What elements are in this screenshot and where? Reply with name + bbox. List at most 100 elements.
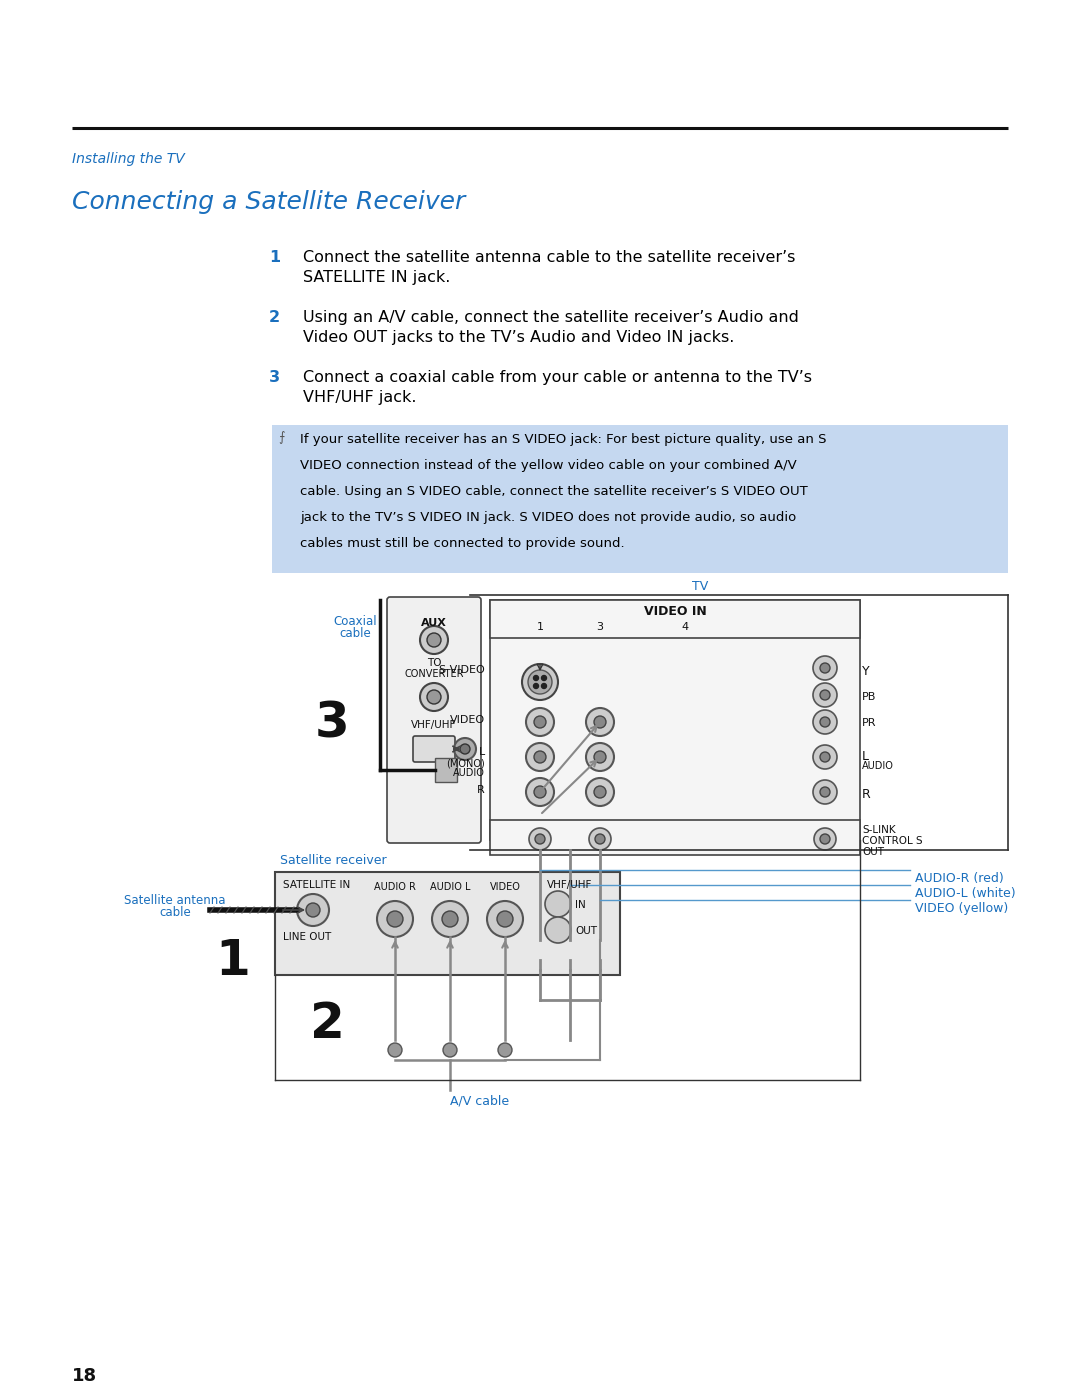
Bar [275,872,620,975]
Circle shape [443,1044,457,1058]
Circle shape [534,752,546,763]
Text: Video OUT jacks to the TV’s Audio and Video IN jacks.: Video OUT jacks to the TV’s Audio and Vi… [303,330,734,345]
Text: VHF/UHF jack.: VHF/UHF jack. [303,390,417,405]
Text: SATELLITE IN jack.: SATELLITE IN jack. [303,270,450,285]
Text: cable: cable [339,627,370,640]
Text: 4: 4 [681,622,689,631]
Circle shape [454,738,476,760]
Bar [490,599,860,840]
Text: Using an A/V cable, connect the satellite receiver’s Audio and: Using an A/V cable, connect the satellit… [303,310,799,326]
Text: Y: Y [862,665,869,678]
Text: cable. Using an S VIDEO cable, connect the satellite receiver’s S VIDEO OUT: cable. Using an S VIDEO cable, connect t… [300,485,808,497]
Text: VHF/UHF: VHF/UHF [411,719,457,731]
Circle shape [526,778,554,806]
Circle shape [420,626,448,654]
Text: VIDEO connection instead of the yellow video cable on your combined A/V: VIDEO connection instead of the yellow v… [300,460,797,472]
Circle shape [594,787,606,798]
Text: Coaxial: Coaxial [334,615,377,629]
Text: 3: 3 [269,370,280,386]
Circle shape [460,745,470,754]
Text: VIDEO (yellow): VIDEO (yellow) [915,902,1009,915]
Text: VIDEO: VIDEO [450,715,485,725]
Text: cable: cable [159,907,191,919]
Circle shape [545,891,571,916]
Circle shape [526,743,554,771]
Text: Installing the TV: Installing the TV [72,152,185,166]
Text: PB: PB [862,692,876,703]
Circle shape [534,717,546,728]
Circle shape [820,717,831,726]
Circle shape [586,708,615,736]
Text: If your satellite receiver has an S VIDEO jack: For best picture quality, use an: If your satellite receiver has an S VIDE… [300,433,826,446]
Text: CONTROL S: CONTROL S [862,835,922,847]
Circle shape [497,911,513,928]
Circle shape [595,834,605,844]
Text: (MONO): (MONO) [446,759,485,768]
Circle shape [820,752,831,761]
Text: Satellite antenna: Satellite antenna [124,894,226,907]
Text: L: L [862,750,869,763]
Circle shape [529,828,551,849]
Circle shape [820,664,831,673]
Text: 1: 1 [537,622,543,631]
Text: IN: IN [575,900,585,909]
Text: Connect a coaxial cable from your cable or antenna to the TV’s: Connect a coaxial cable from your cable … [303,370,812,386]
Text: 18: 18 [72,1368,97,1384]
Text: 2: 2 [269,310,280,326]
Bar [490,599,860,638]
Circle shape [534,676,539,680]
Circle shape [592,942,608,958]
Text: AUDIO-R (red): AUDIO-R (red) [915,872,1003,886]
Circle shape [442,911,458,928]
Circle shape [813,745,837,768]
Circle shape [306,902,320,916]
Text: Satellite receiver: Satellite receiver [280,854,387,868]
Text: AUDIO: AUDIO [862,761,894,771]
Bar [490,820,860,855]
Circle shape [498,1044,512,1058]
Text: TV: TV [692,580,708,592]
Circle shape [427,690,441,704]
Circle shape [594,752,606,763]
Circle shape [535,834,545,844]
Circle shape [297,894,329,926]
Circle shape [432,901,468,937]
Text: SATELLITE IN: SATELLITE IN [283,880,350,890]
Text: OUT: OUT [862,847,885,856]
Circle shape [813,710,837,733]
Text: AUDIO-L (white): AUDIO-L (white) [915,887,1015,900]
Circle shape [820,834,831,844]
Text: AUDIO R: AUDIO R [374,882,416,893]
Circle shape [814,828,836,849]
Circle shape [526,708,554,736]
Circle shape [813,780,837,805]
Circle shape [820,787,831,798]
Circle shape [586,778,615,806]
Text: R: R [862,788,870,800]
Text: Connecting a Satellite Receiver: Connecting a Satellite Receiver [72,190,465,214]
Text: TO: TO [427,658,442,668]
FancyBboxPatch shape [387,597,481,842]
Circle shape [388,1044,402,1058]
Circle shape [541,676,546,680]
Circle shape [387,911,403,928]
Text: VIDEO IN: VIDEO IN [644,605,706,617]
Circle shape [594,717,606,728]
Text: Connect the satellite antenna cable to the satellite receiver’s: Connect the satellite antenna cable to t… [303,250,795,265]
Text: ⨍: ⨍ [278,432,284,444]
Text: CONVERTER: CONVERTER [404,669,463,679]
Text: AUDIO: AUDIO [454,768,485,778]
Circle shape [589,828,611,849]
Text: S-LINK: S-LINK [862,826,895,835]
Circle shape [377,901,413,937]
Text: AUDIO L: AUDIO L [430,882,470,893]
Circle shape [562,942,578,958]
Text: 2: 2 [310,1000,345,1048]
Text: PR: PR [862,718,877,728]
Circle shape [487,901,523,937]
Circle shape [586,743,615,771]
Text: R: R [477,785,485,795]
Text: VIDEO: VIDEO [489,882,521,893]
Circle shape [528,671,552,694]
Bar [272,425,1008,573]
